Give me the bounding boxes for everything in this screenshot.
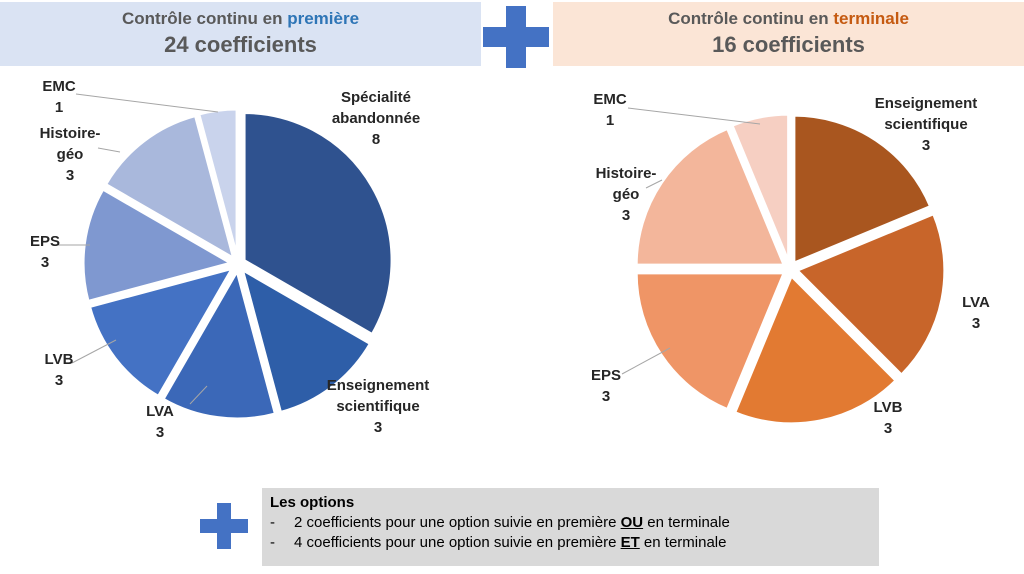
header-terminale-prefix: Contrôle continu en: [668, 9, 834, 28]
header-premiere-title: Contrôle continu en première: [0, 9, 481, 29]
pie-terminale-label-0: Enseignement scientifique 3: [875, 95, 978, 154]
header-terminale-title: Contrôle continu en terminale: [553, 9, 1024, 29]
pie-premiere-leader-line-5: [97, 147, 121, 153]
pie-terminale-leader-line-4: [645, 179, 663, 189]
pie-terminale-slice-4: [634, 126, 787, 267]
pie-premiere-leader-line-2: [189, 385, 208, 405]
options-item-bullet: -: [270, 534, 275, 551]
options-item-et: - 4 coefficients pour une option suivie e…: [270, 533, 879, 553]
pie-terminale-label-4: Histoire-géo 3: [596, 165, 657, 224]
header-premiere-highlight: première: [287, 9, 360, 28]
options-plus-icon: [200, 503, 248, 549]
pie-terminale-leader-line-5: [627, 107, 761, 125]
pie-premiere-label-4: EPS 3: [30, 233, 60, 271]
options-item-ou: - 2 coefficients pour une option suivie e…: [270, 513, 879, 533]
pie-premiere-label-2: LVA 3: [146, 403, 174, 441]
pie-premiere-slice-4: [81, 187, 235, 304]
options-item-text-end: en terminale: [643, 514, 730, 531]
pie-terminale-slice-2: [732, 273, 899, 426]
pie-premiere-slice-0: [242, 110, 394, 337]
header-terminale: Contrôle continu en terminale 16 coeffic…: [553, 2, 1024, 66]
pie-premiere-label-0: Spécialité abandonnée 8: [332, 89, 420, 148]
pie-premiere-slice-6: [196, 107, 239, 258]
options-item-emphasis: ET: [620, 534, 640, 551]
plus-icon: [483, 6, 549, 68]
pie-premiere-slice-3: [87, 265, 236, 399]
header-premiere-prefix: Contrôle continu en: [121, 9, 288, 28]
pie-terminale-slice-1: [794, 211, 947, 378]
pie-terminale-slice-3: [634, 271, 787, 412]
header-terminale-total: 16 coefficients: [712, 32, 865, 57]
pie-terminale-slice-5: [730, 112, 791, 263]
pie-premiere-label-3: LVB 3: [45, 351, 74, 389]
options-item-text-end: en terminale: [639, 534, 727, 551]
header-premiere: Contrôle continu en première 24 coeffici…: [0, 2, 481, 66]
header-premiere-total: 24 coefficients: [164, 32, 317, 57]
pie-terminale-slice-0: [792, 113, 933, 266]
pie-terminale-label-3: EPS 3: [591, 367, 621, 405]
pie-terminale-label-2: LVB 3: [874, 399, 903, 437]
pie-terminale-label-5: EMC 1: [593, 91, 627, 129]
pie-premiere-leader-line-6: [75, 93, 219, 113]
pie-premiere-label-5: Histoire-géo 3: [40, 125, 101, 184]
header-terminale-highlight: terminale: [833, 9, 909, 28]
options-title: Les options: [270, 494, 355, 511]
options-item-bullet: -: [270, 514, 275, 531]
pie-premiere-leader-line-3: [71, 339, 117, 364]
options-box: Les options - 2 coefficients pour une opt…: [262, 488, 879, 566]
options-item-text: 4 coefficients pour une option suivie en…: [294, 534, 621, 551]
pie-terminale-label-1: LVA 3: [962, 294, 990, 332]
pie-premiere-label-1: Enseignement scientifique 3: [327, 377, 430, 436]
pie-premiere-slice-2: [161, 267, 278, 421]
pie-premiere-label-6: EMC 1: [42, 78, 76, 116]
pie-premiere-slice-1: [239, 266, 373, 415]
pie-terminale-leader-line-3: [621, 347, 671, 375]
options-item-emphasis: OU: [620, 514, 644, 531]
pie-premiere-slice-5: [103, 113, 237, 262]
options-item-text: 2 coefficients pour une option suivie en…: [294, 514, 621, 531]
